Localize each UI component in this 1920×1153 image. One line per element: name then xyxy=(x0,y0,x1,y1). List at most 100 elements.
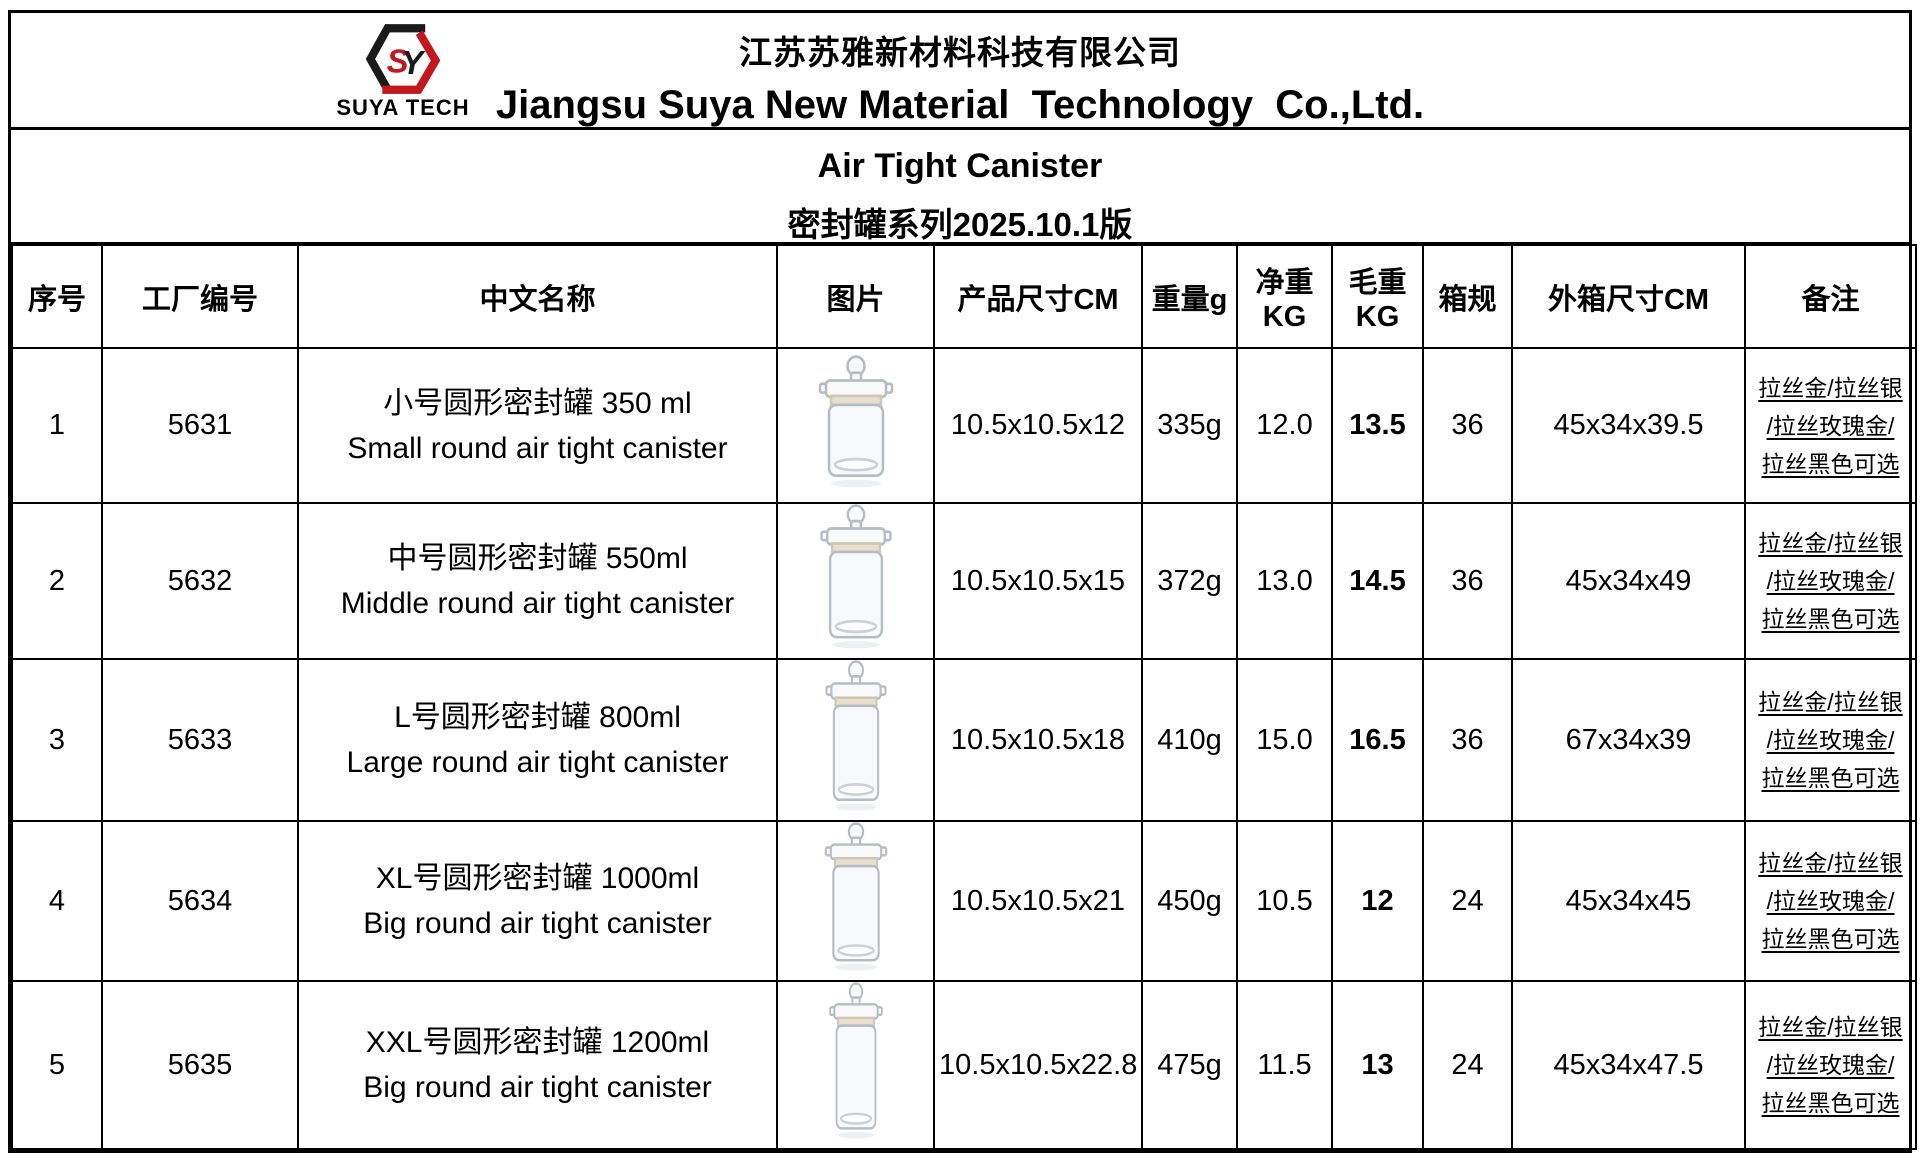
row-index-cell: 5 xyxy=(11,980,103,1150)
net-weight-cell: 12.0 xyxy=(1236,347,1333,504)
product-table: 序号 工厂编号 中文名称 图片 产品尺寸CM 重量g 净重KG 毛重KG 箱规 … xyxy=(11,244,1917,1150)
product-size-cell: 10.5x10.5x21 xyxy=(933,820,1143,982)
remark-cell: 拉丝金/拉丝银 /拉丝玫瑰金/ 拉丝黑色可选 xyxy=(1744,820,1917,982)
col-header-carton-qty: 箱规 xyxy=(1422,244,1513,349)
product-size-cell: 10.5x10.5x22.8 xyxy=(933,980,1143,1150)
weight-cell: 372g xyxy=(1141,502,1238,660)
logo-wordmark: SUYA TECH xyxy=(336,95,470,120)
carton-qty-cell: 36 xyxy=(1422,502,1513,660)
remark-cell: 拉丝金/拉丝银 /拉丝玫瑰金/ 拉丝黑色可选 xyxy=(1744,980,1917,1150)
weight-cell: 475g xyxy=(1141,980,1238,1150)
factory-code-cell: 5635 xyxy=(101,980,299,1150)
product-name-en: Middle round air tight canister xyxy=(340,587,735,620)
row-index-cell: 4 xyxy=(11,820,103,982)
carton-size-cell: 45x34x49 xyxy=(1511,502,1746,660)
remark-line: 拉丝金/拉丝银 xyxy=(1758,1014,1903,1040)
product-name-zh: 中号圆形密封罐 550ml xyxy=(387,542,688,575)
carton-qty-cell: 36 xyxy=(1422,658,1513,822)
col-header-net-weight: 净重KG xyxy=(1236,244,1333,349)
product-size-cell: 10.5x10.5x12 xyxy=(933,347,1143,504)
weight-cell: 410g xyxy=(1141,658,1238,822)
remark-line: /拉丝玫瑰金/ xyxy=(1766,888,1895,914)
gross-weight-cell: 14.5 xyxy=(1331,502,1424,660)
row-index-cell: 1 xyxy=(11,347,103,504)
col-header-photo: 图片 xyxy=(776,244,935,349)
net-weight-cell: 10.5 xyxy=(1236,820,1333,982)
product-size-cell: 10.5x10.5x18 xyxy=(933,658,1143,822)
remark-line: 拉丝黑色可选 xyxy=(1761,1090,1900,1116)
remark-line: 拉丝黑色可选 xyxy=(1761,926,1900,952)
glass-canister-photo xyxy=(808,505,904,650)
remark-line: 拉丝黑色可选 xyxy=(1761,606,1900,632)
product-name-zh: XL号圆形密封罐 1000ml xyxy=(375,862,700,895)
sheet-title-zh: 密封罐系列2025.10.1版 xyxy=(787,206,1133,243)
net-weight-cell: 13.0 xyxy=(1236,502,1333,660)
col-header-name: 中文名称 xyxy=(297,244,778,349)
product-name-cell: 中号圆形密封罐 550ml Middle round air tight can… xyxy=(297,502,778,660)
product-name-zh: 小号圆形密封罐 350 ml xyxy=(383,386,692,420)
row-index-cell: 3 xyxy=(11,658,103,822)
company-logo: S Y SUYA TECH xyxy=(328,23,478,121)
company-banner: S Y SUYA TECH 江苏苏雅新材料科技有限公司 Jiangsu Suya… xyxy=(11,13,1909,130)
product-name-en: Big round air tight canister xyxy=(363,907,712,940)
glass-canister-photo xyxy=(814,823,898,972)
product-size-cell: 10.5x10.5x15 xyxy=(933,502,1143,660)
carton-size-cell: 45x34x39.5 xyxy=(1511,347,1746,504)
product-name-en: Big round air tight canister xyxy=(363,1071,712,1104)
remark-line: 拉丝金/拉丝银 xyxy=(1758,850,1903,876)
product-name-cell: XXL号圆形密封罐 1200ml Big round air tight can… xyxy=(297,980,778,1150)
sheet-title-en: Air Tight Canister xyxy=(817,147,1103,185)
remark-line: 拉丝黑色可选 xyxy=(1761,765,1900,791)
gross-weight-cell: 16.5 xyxy=(1331,658,1424,822)
product-photo-cell xyxy=(776,980,935,1150)
col-header-index: 序号 xyxy=(11,244,103,349)
col-header-gross-weight: 毛重KG xyxy=(1331,244,1424,349)
product-photo-cell xyxy=(776,820,935,982)
remark-cell: 拉丝金/拉丝银 /拉丝玫瑰金/ 拉丝黑色可选 xyxy=(1744,658,1917,822)
product-name-en: Large round air tight canister xyxy=(346,746,729,779)
carton-size-cell: 45x34x47.5 xyxy=(1511,980,1746,1150)
remark-line: /拉丝玫瑰金/ xyxy=(1766,568,1895,594)
svg-text:S: S xyxy=(387,42,409,79)
factory-code-cell: 5634 xyxy=(101,820,299,982)
col-header-product-size: 产品尺寸CM xyxy=(933,244,1143,349)
table-header-row: 序号 工厂编号 中文名称 图片 产品尺寸CM 重量g 净重KG 毛重KG 箱规 … xyxy=(11,244,1917,349)
carton-qty-cell: 24 xyxy=(1422,980,1513,1150)
weight-cell: 450g xyxy=(1141,820,1238,982)
table-row: 3 5633 L号圆形密封罐 800ml Large round air tig… xyxy=(11,658,1917,822)
gross-weight-cell: 13.5 xyxy=(1331,347,1424,504)
remark-cell: 拉丝金/拉丝银 /拉丝玫瑰金/ 拉丝黑色可选 xyxy=(1744,347,1917,504)
suya-hexagon-logo-icon: S Y xyxy=(328,23,478,95)
carton-size-cell: 45x34x45 xyxy=(1511,820,1746,982)
product-name-zh: XXL号圆形密封罐 1200ml xyxy=(365,1026,710,1059)
table-row: 1 5631 小号圆形密封罐 350 ml Small round air ti… xyxy=(11,347,1917,504)
remark-line: 拉丝金/拉丝银 xyxy=(1758,689,1903,715)
remark-cell: 拉丝金/拉丝银 /拉丝玫瑰金/ 拉丝黑色可选 xyxy=(1744,502,1917,660)
spec-sheet: S Y SUYA TECH 江苏苏雅新材料科技有限公司 Jiangsu Suya… xyxy=(8,10,1917,1153)
gross-weight-cell: 13 xyxy=(1331,980,1424,1150)
sheet-title: Air Tight Canister 密封罐系列2025.10.1版 xyxy=(11,130,1909,244)
table-row: 2 5632 中号圆形密封罐 550ml Middle round air ti… xyxy=(11,502,1917,660)
carton-qty-cell: 24 xyxy=(1422,820,1513,982)
company-names: 江苏苏雅新材料科技有限公司 Jiangsu Suya New Material … xyxy=(11,13,1909,128)
glass-canister-photo xyxy=(815,661,897,812)
remark-line: 拉丝黑色可选 xyxy=(1761,450,1900,477)
product-photo-cell xyxy=(776,347,935,504)
net-weight-cell: 15.0 xyxy=(1236,658,1333,822)
col-header-weight: 重量g xyxy=(1141,244,1238,349)
company-name-zh: 江苏苏雅新材料科技有限公司 xyxy=(739,34,1181,71)
weight-cell: 335g xyxy=(1141,347,1238,504)
table-row: 4 5634 XL号圆形密封罐 1000ml Big round air tig… xyxy=(11,820,1917,982)
glass-canister-photo xyxy=(806,354,906,489)
remark-line: /拉丝玫瑰金/ xyxy=(1766,412,1895,439)
product-name-zh: L号圆形密封罐 800ml xyxy=(394,701,681,734)
product-photo-cell xyxy=(776,502,935,660)
factory-code-cell: 5631 xyxy=(101,347,299,504)
col-header-factory-code: 工厂编号 xyxy=(101,244,299,349)
factory-code-cell: 5633 xyxy=(101,658,299,822)
carton-size-cell: 67x34x39 xyxy=(1511,658,1746,822)
remark-line: 拉丝金/拉丝银 xyxy=(1758,530,1903,556)
svg-text:Y: Y xyxy=(402,44,427,81)
product-name-cell: 小号圆形密封罐 350 ml Small round air tight can… xyxy=(297,347,778,504)
col-header-remark: 备注 xyxy=(1744,244,1917,349)
